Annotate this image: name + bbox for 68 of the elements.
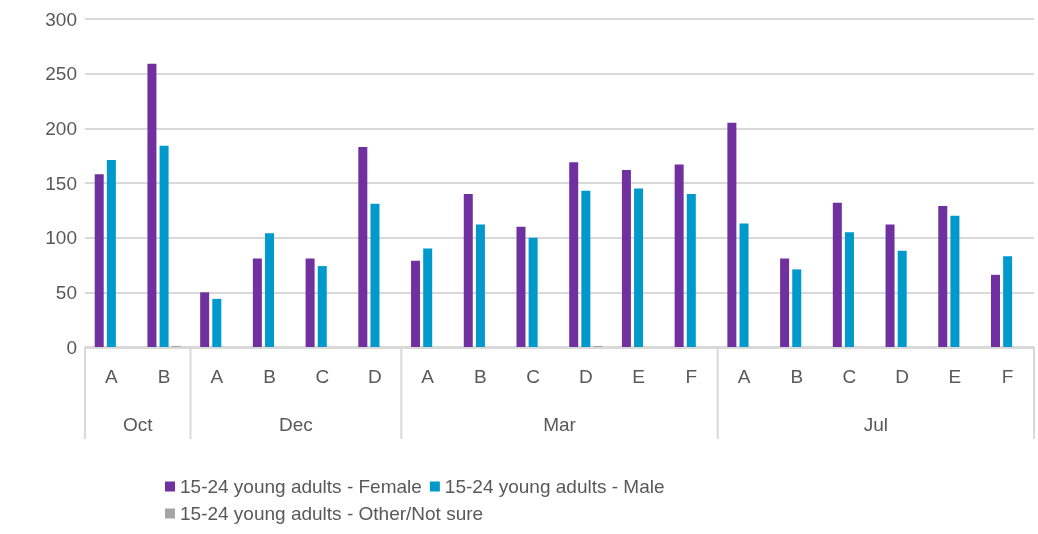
bar bbox=[674, 164, 684, 347]
bar bbox=[423, 248, 433, 347]
bar bbox=[106, 160, 116, 347]
bar bbox=[305, 258, 315, 347]
bar bbox=[792, 269, 802, 347]
bar bbox=[463, 193, 473, 347]
x-tick-label: B bbox=[790, 366, 804, 387]
bar bbox=[621, 169, 631, 347]
bar bbox=[634, 188, 644, 347]
bar bbox=[94, 174, 104, 347]
y-tick-label: 250 bbox=[45, 63, 77, 85]
bar bbox=[727, 122, 737, 347]
x-tick-label: F bbox=[685, 366, 698, 387]
bar bbox=[938, 205, 948, 347]
bar bbox=[317, 266, 327, 347]
bar bbox=[411, 260, 421, 347]
x-tick-label: D bbox=[895, 366, 910, 387]
x-tick-label: A bbox=[737, 366, 751, 387]
bar bbox=[686, 193, 696, 347]
y-tick-label: 300 bbox=[45, 8, 77, 30]
x-tick-label: B bbox=[474, 366, 487, 387]
x-tick-label: F bbox=[1001, 366, 1014, 387]
bar bbox=[252, 258, 262, 347]
legend-label: 15-24 young adults - Male bbox=[444, 476, 665, 497]
x-tick-label: A bbox=[421, 366, 435, 387]
y-tick-label: 150 bbox=[45, 172, 77, 194]
x-tick-label: A bbox=[105, 366, 119, 387]
y-tick-label: 0 bbox=[66, 336, 77, 358]
bar bbox=[990, 274, 1000, 347]
bar bbox=[897, 250, 907, 347]
bar bbox=[265, 233, 275, 347]
bar bbox=[581, 190, 591, 347]
x-tick-label: C bbox=[315, 366, 330, 387]
bar bbox=[528, 237, 538, 347]
bar bbox=[475, 224, 485, 347]
x-tick-label: E bbox=[948, 366, 962, 387]
text: Jul bbox=[863, 413, 888, 435]
y-tick-label: 200 bbox=[45, 117, 77, 139]
y-tick-label: 100 bbox=[45, 227, 77, 249]
text: Mar bbox=[543, 413, 577, 435]
x-tick-label: A bbox=[210, 366, 224, 387]
bar bbox=[370, 203, 380, 347]
bar bbox=[1003, 256, 1013, 347]
x-tick-label: D bbox=[578, 366, 593, 387]
x-tick-label: D bbox=[368, 366, 382, 387]
x-tick-label: B bbox=[157, 366, 171, 387]
text: Oct bbox=[122, 413, 154, 435]
x-tick-label: E bbox=[632, 366, 645, 387]
bar bbox=[885, 224, 895, 347]
bar bbox=[950, 215, 960, 347]
y-tick-label: 50 bbox=[55, 281, 77, 303]
x-tick-label: C bbox=[842, 366, 857, 387]
text: Dec bbox=[278, 413, 313, 435]
x-tick-label: C bbox=[526, 366, 541, 387]
bar bbox=[844, 232, 854, 347]
bar bbox=[739, 223, 749, 347]
bar bbox=[159, 145, 169, 347]
bar bbox=[569, 162, 579, 347]
legend-label: 15-24 young adults - Female bbox=[180, 476, 422, 497]
bar bbox=[358, 146, 368, 347]
bar bbox=[516, 226, 526, 347]
legend-label: 15-24 young adults - Other/Not sure bbox=[180, 503, 484, 524]
bar bbox=[212, 298, 222, 347]
bar bbox=[147, 63, 157, 347]
x-tick-label: B bbox=[263, 366, 276, 387]
bar bbox=[200, 292, 210, 347]
bar bbox=[780, 258, 790, 347]
bar bbox=[832, 202, 842, 347]
